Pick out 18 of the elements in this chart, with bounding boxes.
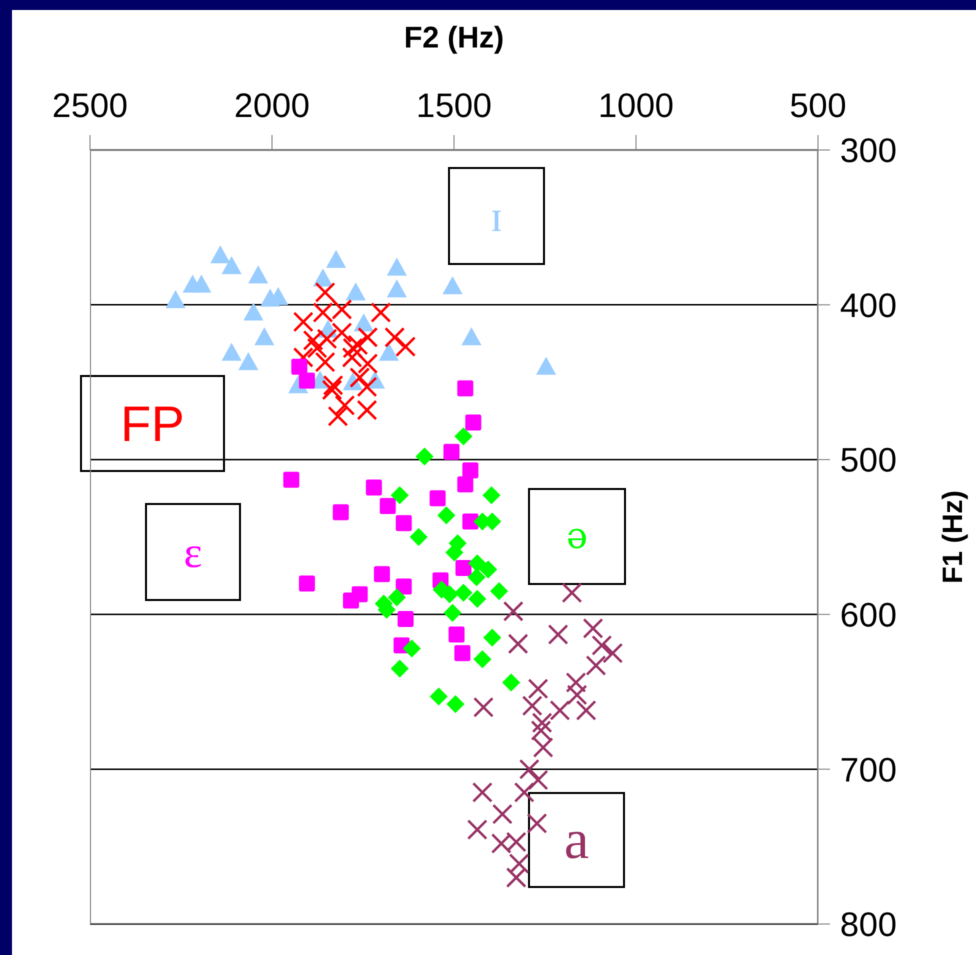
y-tick-label: 500 [840,442,897,480]
x-tick-label: 2000 [234,87,310,125]
x-tick-label: 1500 [416,87,492,125]
x-tick-label: 500 [790,87,846,125]
y-tick-label: 700 [840,751,897,790]
y-tick-label: 300 [840,132,897,170]
y-tick-label: 600 [840,596,897,634]
series-label: ɪ [490,190,503,242]
y-tick-label: 400 [840,286,897,325]
series-label: a [564,808,589,872]
text: ɛ [184,526,202,578]
series-label: ə [566,516,588,557]
y-tick-label: 800 [840,906,897,944]
x-tick-label: 2500 [52,87,128,125]
x-axis-title: F2 (Hz) [404,21,504,54]
y-axis-title: F1 (Hz) [936,490,968,584]
text: FP [120,394,184,452]
x-tick-label: 1000 [598,87,674,125]
